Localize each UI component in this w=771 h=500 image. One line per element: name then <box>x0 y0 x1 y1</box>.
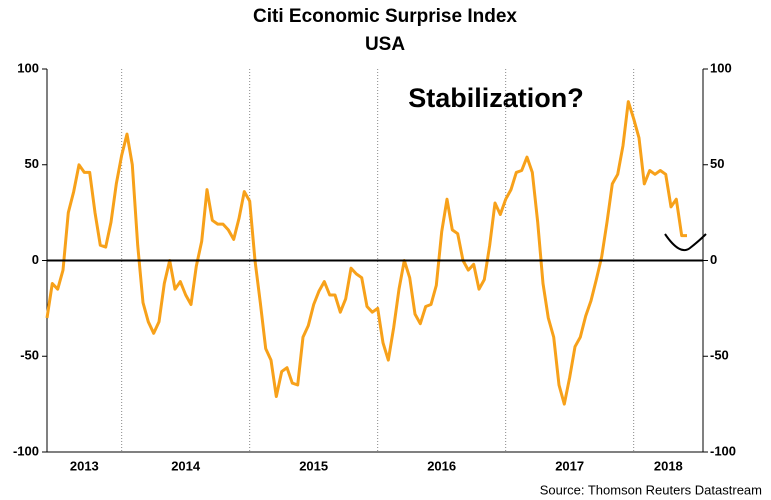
y2-tick-label: -100 <box>710 443 736 458</box>
chart-title: Citi Economic Surprise Index <box>253 6 517 27</box>
x-tick-label: 2018 <box>654 458 683 473</box>
y-tick-label: 50 <box>25 156 39 171</box>
chart-subtitle: USA <box>365 34 405 55</box>
y2-tick-label: 50 <box>710 156 724 171</box>
x-tick-label: 2015 <box>299 458 328 473</box>
annotation: Stabilization? <box>408 83 584 113</box>
x-tick-label: 2016 <box>427 458 456 473</box>
y-tick-label: 100 <box>17 60 39 75</box>
y2-tick-label: -50 <box>710 348 729 363</box>
x-tick-label: 2014 <box>171 458 201 473</box>
x-tick-label: 2017 <box>555 458 584 473</box>
y-tick-label: 0 <box>32 252 39 267</box>
y-tick-label: -50 <box>20 348 39 363</box>
x-tick-label: 2013 <box>70 458 99 473</box>
data-line <box>45 100 687 406</box>
hand-drawn-curve <box>664 233 707 252</box>
y-tick-label: -100 <box>13 443 39 458</box>
source-note: Source: Thomson Reuters Datastream <box>540 482 762 497</box>
y2-tick-label: 100 <box>710 60 732 75</box>
y2-tick-label: 0 <box>710 252 717 267</box>
